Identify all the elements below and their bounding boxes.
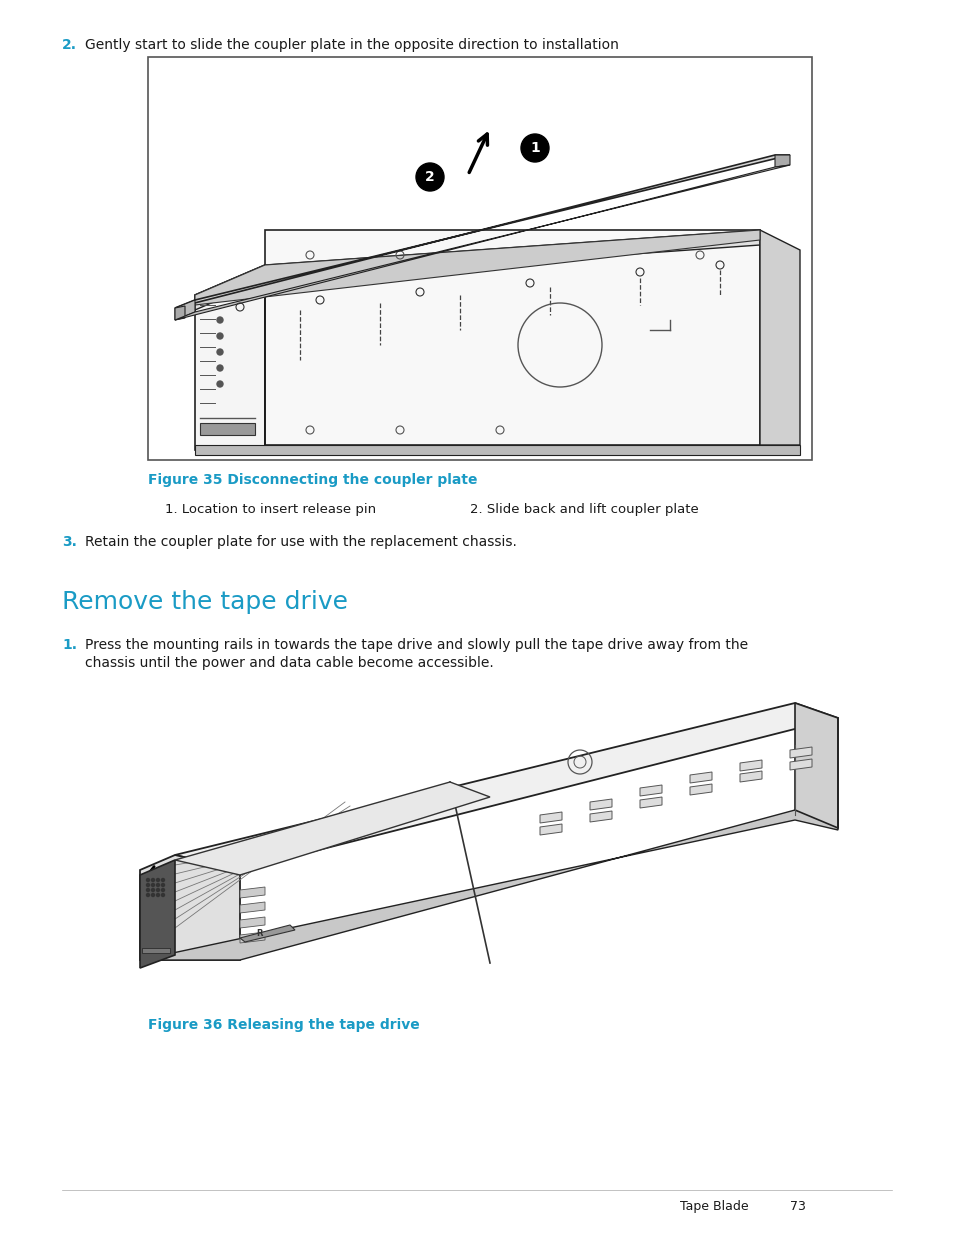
Polygon shape [774,156,789,167]
Circle shape [156,883,159,887]
Circle shape [520,135,548,162]
Polygon shape [265,230,760,445]
Text: 2: 2 [425,170,435,184]
Circle shape [152,888,154,892]
Circle shape [147,888,150,892]
Circle shape [161,888,164,892]
Polygon shape [240,887,265,898]
Circle shape [152,893,154,897]
Polygon shape [194,230,760,310]
Polygon shape [639,797,661,808]
Bar [200,424,254,435]
Text: Gently start to slide the coupler plate in the opposite direction to installatio: Gently start to slide the coupler plate … [85,38,618,52]
Polygon shape [689,784,711,795]
Polygon shape [194,445,800,454]
Circle shape [156,893,159,897]
Circle shape [216,333,223,338]
Text: R: R [256,929,263,937]
Polygon shape [240,932,265,944]
Polygon shape [174,703,837,869]
Text: 1.: 1. [62,638,77,652]
Text: Press the mounting rails in towards the tape drive and slowly pull the tape driv: Press the mounting rails in towards the … [85,638,747,652]
Circle shape [416,163,443,191]
Circle shape [216,350,223,354]
Bar [148,57,811,459]
Text: Retain the coupler plate for use with the replacement chassis.: Retain the coupler plate for use with th… [85,535,517,550]
Text: Remove the tape drive: Remove the tape drive [62,590,348,614]
Circle shape [156,878,159,882]
Polygon shape [174,782,490,876]
Bar [142,948,170,953]
Circle shape [147,878,150,882]
Circle shape [216,382,223,387]
Text: 2. Slide back and lift coupler plate: 2. Slide back and lift coupler plate [470,503,698,516]
Polygon shape [194,266,265,450]
Circle shape [216,317,223,324]
Polygon shape [639,785,661,797]
Circle shape [161,878,164,882]
Circle shape [216,366,223,370]
Text: Figure 35 Disconnecting the coupler plate: Figure 35 Disconnecting the coupler plat… [148,473,477,487]
Polygon shape [539,811,561,823]
Polygon shape [589,811,612,823]
Polygon shape [760,230,800,445]
Circle shape [152,883,154,887]
Text: Tape Blade: Tape Blade [679,1200,748,1213]
Text: 2.: 2. [62,38,77,52]
Polygon shape [140,860,174,968]
Polygon shape [174,165,789,320]
Polygon shape [140,855,240,960]
Polygon shape [689,772,711,783]
Polygon shape [194,230,760,305]
Text: chassis until the power and data cable become accessible.: chassis until the power and data cable b… [85,656,494,671]
Text: 3.: 3. [62,535,77,550]
Circle shape [147,883,150,887]
Polygon shape [240,918,265,927]
Circle shape [147,893,150,897]
Polygon shape [789,747,811,758]
Polygon shape [140,810,837,960]
Circle shape [161,883,164,887]
Text: 1: 1 [530,141,539,156]
Polygon shape [174,306,185,320]
Text: 1. Location to insert release pin: 1. Location to insert release pin [165,503,375,516]
Circle shape [161,893,164,897]
Text: 73: 73 [789,1200,805,1213]
Polygon shape [174,156,789,308]
Polygon shape [589,799,612,810]
Polygon shape [240,902,265,913]
Polygon shape [174,300,194,320]
Polygon shape [789,760,811,769]
Polygon shape [740,771,761,782]
Circle shape [152,878,154,882]
Text: Figure 36 Releasing the tape drive: Figure 36 Releasing the tape drive [148,1018,419,1032]
Polygon shape [539,824,561,835]
Polygon shape [794,703,837,827]
Circle shape [156,888,159,892]
Polygon shape [240,925,294,942]
Polygon shape [740,760,761,771]
